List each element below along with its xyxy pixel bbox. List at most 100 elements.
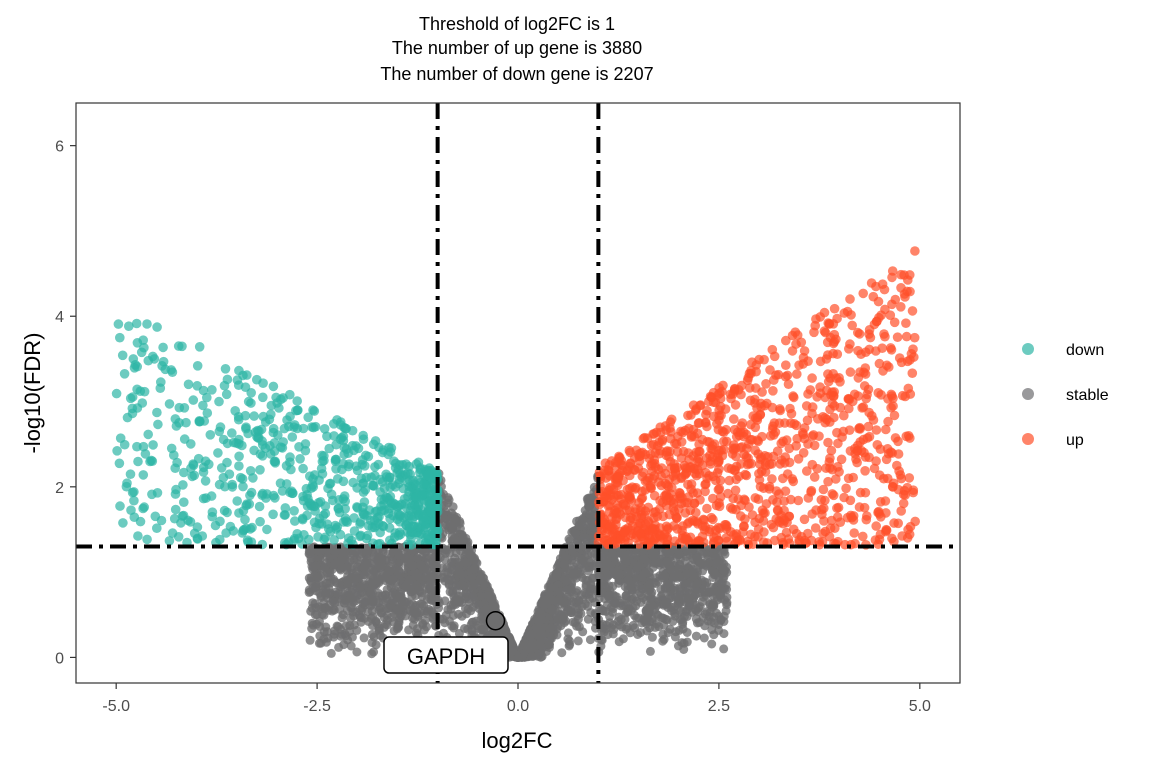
stable-point	[722, 600, 732, 610]
up-point	[839, 492, 849, 503]
down-point	[358, 487, 369, 498]
down-point	[158, 342, 168, 353]
down-point	[319, 534, 330, 545]
up-point	[848, 472, 858, 483]
stable-point	[422, 584, 432, 594]
down-point	[415, 464, 426, 475]
down-point	[275, 478, 286, 489]
up-point	[873, 388, 884, 398]
down-point	[234, 461, 244, 471]
stable-point	[414, 586, 424, 596]
down-point	[266, 400, 277, 411]
down-point	[238, 481, 248, 492]
stable-point	[623, 575, 633, 585]
stable-point	[641, 615, 651, 625]
down-point	[185, 517, 196, 527]
down-point	[419, 479, 429, 490]
down-point	[358, 430, 369, 441]
stable-point	[601, 620, 611, 630]
stable-point	[699, 633, 709, 643]
down-point	[289, 506, 299, 516]
down-point	[152, 322, 162, 332]
down-point	[205, 430, 216, 440]
up-point	[829, 303, 840, 314]
stable-point	[573, 636, 583, 646]
stable-point	[449, 623, 459, 633]
down-point	[167, 367, 178, 378]
down-point	[376, 501, 386, 512]
stable-point	[625, 628, 635, 638]
up-point	[892, 332, 903, 343]
up-point	[849, 528, 859, 538]
down-point	[349, 526, 360, 536]
up-point	[789, 392, 799, 403]
stable-point	[368, 612, 378, 622]
down-point	[334, 507, 345, 518]
down-point	[279, 510, 290, 520]
down-point	[234, 439, 244, 449]
down-point	[335, 529, 346, 540]
stable-point	[561, 552, 570, 562]
stable-point	[700, 609, 710, 619]
stable-point	[428, 614, 438, 624]
up-point	[761, 379, 771, 389]
stable-point	[583, 550, 593, 560]
up-point	[836, 454, 847, 465]
stable-point	[343, 606, 352, 616]
down-point	[237, 528, 247, 538]
down-point	[192, 522, 203, 532]
down-point	[155, 383, 166, 394]
stable-point	[356, 613, 366, 622]
down-point	[370, 462, 380, 472]
stable-point	[649, 551, 658, 561]
up-point	[845, 294, 855, 304]
down-point	[183, 379, 194, 390]
up-point	[606, 484, 616, 494]
down-point	[359, 497, 370, 507]
stable-point	[420, 547, 430, 557]
stable-point	[401, 582, 411, 591]
down-point	[264, 414, 275, 425]
stable-point	[313, 573, 323, 582]
down-point	[308, 422, 319, 433]
down-point	[254, 501, 265, 512]
up-point	[903, 383, 914, 394]
stable-point	[692, 579, 702, 589]
stable-point	[695, 558, 705, 567]
up-point	[871, 456, 881, 466]
stable-point	[669, 571, 679, 581]
title-line-1: Threshold of log2FC is 1	[419, 14, 615, 34]
down-point	[202, 392, 212, 403]
up-point	[676, 426, 686, 437]
stable-point	[345, 556, 355, 566]
up-point	[701, 479, 711, 489]
up-point	[767, 474, 777, 484]
up-point	[823, 376, 834, 387]
stable-point	[645, 579, 655, 589]
up-point	[828, 348, 838, 359]
up-point	[889, 518, 899, 528]
up-point	[786, 408, 797, 419]
down-point	[227, 479, 237, 490]
stable-point	[367, 594, 377, 604]
stable-point	[381, 590, 390, 600]
down-point	[198, 493, 209, 504]
stable-point	[411, 608, 421, 618]
down-point	[246, 388, 256, 398]
down-point	[396, 499, 407, 510]
up-point	[665, 433, 676, 444]
stable-point	[422, 606, 432, 616]
up-point	[863, 421, 874, 432]
down-point	[268, 381, 279, 392]
stable-point	[342, 563, 352, 573]
stable-point	[352, 647, 362, 657]
down-point	[111, 388, 122, 399]
stable-point	[668, 616, 678, 626]
stable-point	[574, 596, 584, 606]
stable-point	[685, 599, 695, 609]
stable-point	[625, 550, 635, 560]
down-point	[322, 519, 333, 529]
up-point	[859, 381, 870, 391]
stable-point	[539, 601, 549, 610]
